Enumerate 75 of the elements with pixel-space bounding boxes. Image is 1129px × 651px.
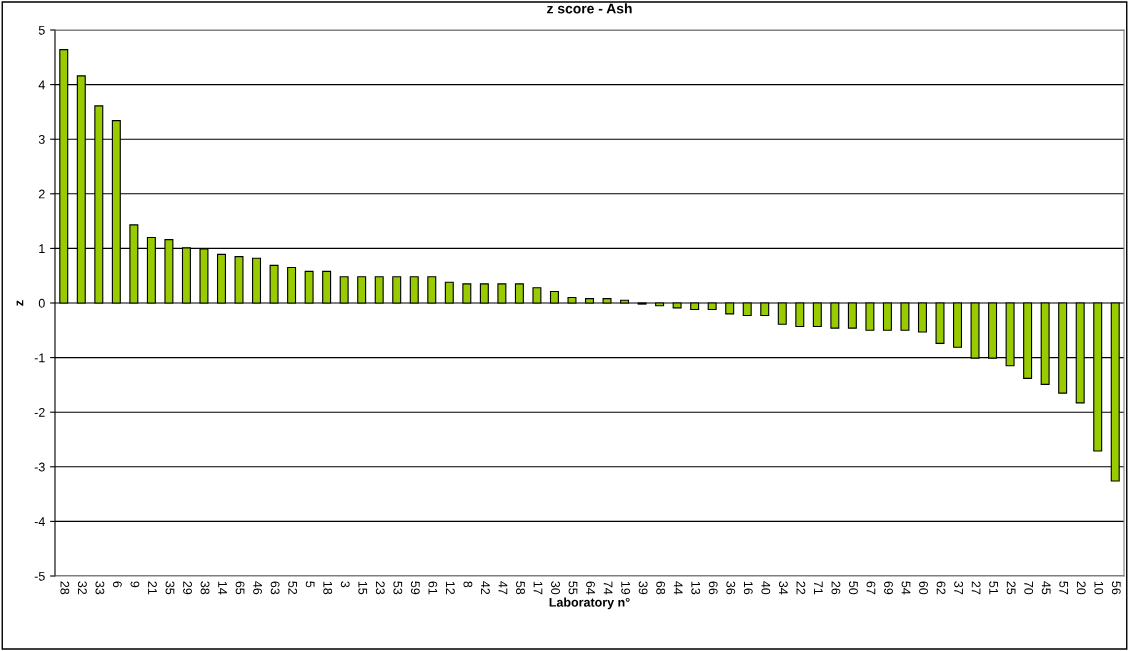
x-axis-title: Laboratory n° <box>549 597 630 610</box>
y-tick-label: -1 <box>34 353 45 363</box>
x-tick-label: 61 <box>428 581 438 595</box>
x-tick-label: 23 <box>375 581 385 595</box>
x-tick-label: 29 <box>183 581 192 595</box>
x-tick-label: 54 <box>901 581 911 595</box>
x-tick-label: 10 <box>1094 581 1104 595</box>
x-tick-label: 67 <box>866 581 876 595</box>
x-tick-label: 22 <box>796 581 806 595</box>
x-tick-label: 9 <box>130 581 140 588</box>
x-tick-label: 35 <box>165 581 175 595</box>
x-tick-label: 55 <box>568 581 578 595</box>
chart-title: z score - Ash <box>547 3 632 14</box>
x-tick-label: 16 <box>743 581 753 595</box>
x-tick-label: 33 <box>95 581 105 595</box>
x-tick-label: 52 <box>288 581 298 595</box>
x-tick-label: 63 <box>270 581 280 595</box>
x-tick-label: 27 <box>971 581 981 595</box>
x-tick-label: 60 <box>919 581 928 595</box>
y-axis-title: z <box>16 300 24 306</box>
y-tick-label: -4 <box>34 517 45 526</box>
y-tick-label: 3 <box>38 135 45 144</box>
x-tick-label: 56 <box>1111 581 1121 595</box>
x-tick-label: 62 <box>936 581 946 595</box>
x-tick-label: 51 <box>989 581 998 595</box>
y-tick-label: 4 <box>38 80 45 90</box>
x-tick-label: 47 <box>498 581 508 595</box>
x-tick-label: 42 <box>481 581 490 595</box>
x-tick-label: 39 <box>638 581 648 595</box>
x-tick-label: 59 <box>410 581 420 595</box>
y-tick-label: 2 <box>38 189 45 199</box>
x-tick-label: 45 <box>1041 581 1051 595</box>
x-tick-label: 3 <box>340 581 350 588</box>
x-tick-label: 13 <box>691 581 701 595</box>
y-tick-label: -2 <box>34 408 45 417</box>
x-tick-label: 15 <box>358 581 368 595</box>
x-tick-label: 19 <box>621 581 631 595</box>
x-tick-label: 17 <box>533 581 543 595</box>
x-tick-label: 70 <box>1024 581 1034 595</box>
x-tick-label: 36 <box>726 581 736 595</box>
x-tick-label: 69 <box>884 581 893 595</box>
y-tick-label: 0 <box>38 298 45 308</box>
x-tick-label: 5 <box>305 581 315 588</box>
x-tick-label: 38 <box>200 581 210 595</box>
x-tick-label: 14 <box>218 581 227 595</box>
x-tick-label: 8 <box>463 581 473 588</box>
x-tick-label: 68 <box>656 581 666 595</box>
x-tick-label: 20 <box>1076 581 1086 595</box>
x-tick-label: 34 <box>778 581 788 595</box>
x-tick-label: 12 <box>446 581 455 595</box>
x-tick-label: 44 <box>673 581 683 595</box>
x-tick-label: 25 <box>1006 581 1016 595</box>
x-tick-label: 37 <box>954 581 964 595</box>
y-tick-label: 1 <box>39 244 45 253</box>
y-tick-label: -3 <box>34 462 45 472</box>
x-tick-label: 26 <box>831 581 841 595</box>
x-tick-label: 32 <box>77 581 87 595</box>
x-tick-label: 40 <box>761 581 771 595</box>
x-tick-label: 21 <box>148 581 157 595</box>
x-tick-label: 50 <box>849 581 858 595</box>
y-tick-label: 5 <box>38 25 45 35</box>
x-tick-label: 6 <box>112 581 122 588</box>
x-tick-label: 71 <box>814 581 823 595</box>
x-tick-label: 28 <box>60 581 70 595</box>
x-tick-label: 46 <box>253 581 263 595</box>
x-tick-label: 74 <box>603 581 613 595</box>
x-tick-label: 57 <box>1059 581 1069 595</box>
x-tick-label: 65 <box>235 581 245 595</box>
x-tick-label: 64 <box>586 581 595 595</box>
x-tick-label: 66 <box>708 581 718 595</box>
x-tick-label: 53 <box>393 581 403 595</box>
x-tick-label: 30 <box>551 581 560 595</box>
y-tick-label: -5 <box>34 571 45 581</box>
x-tick-label: 18 <box>323 581 333 595</box>
x-tick-label: 58 <box>516 581 525 595</box>
